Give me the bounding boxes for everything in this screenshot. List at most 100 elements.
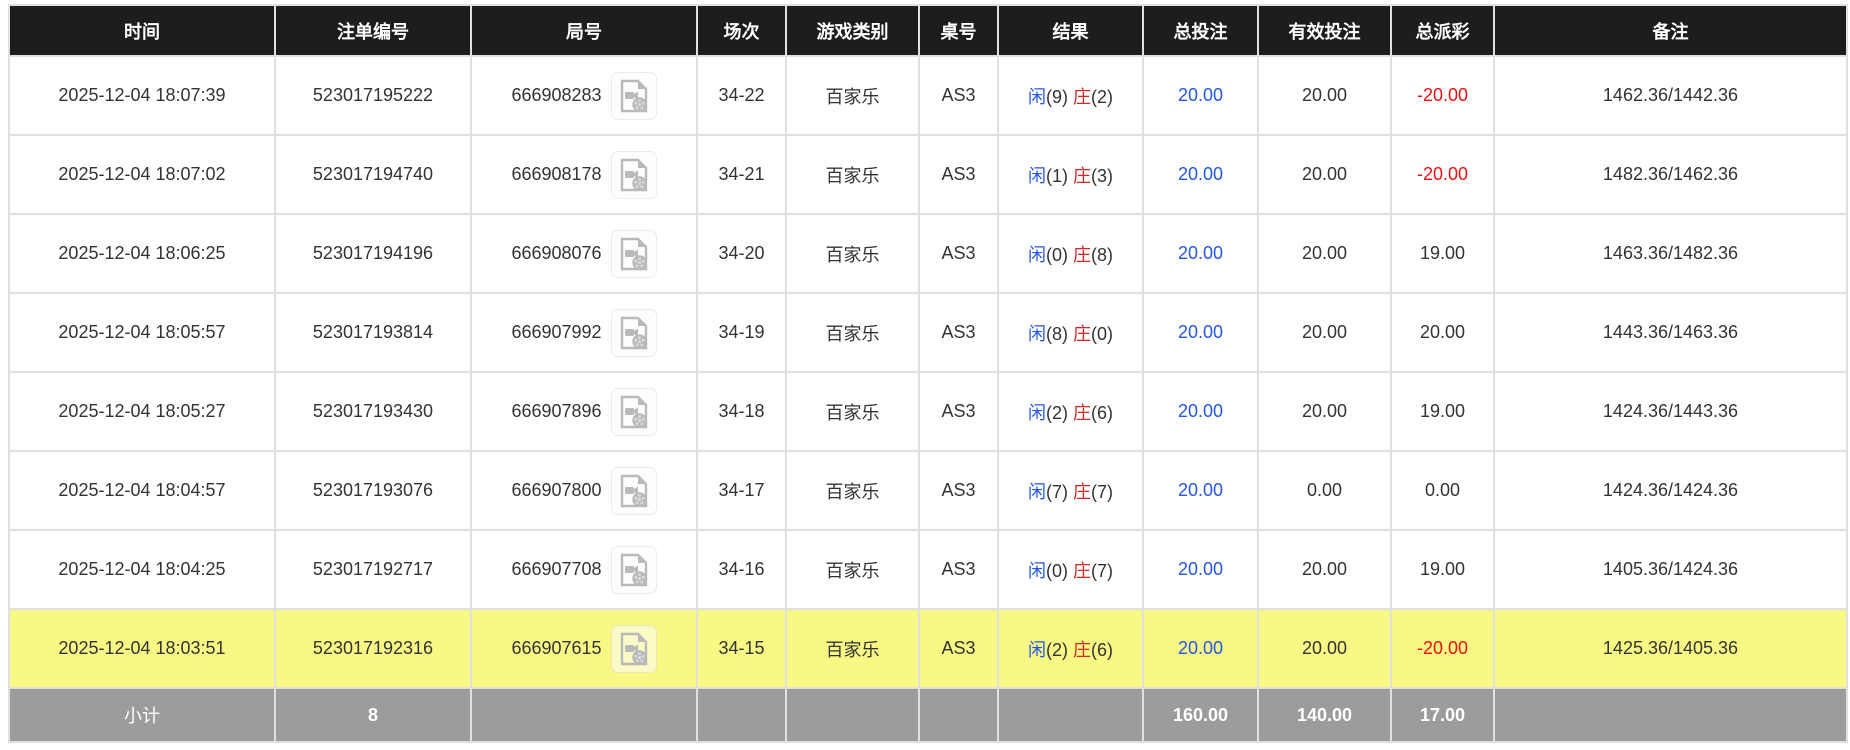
video-file-icon [620, 395, 647, 428]
valid-bet-cell: 20.00 [1257, 292, 1392, 373]
result-banker-value: (7) [1091, 481, 1113, 502]
subtotal-total-payout: 17.00 [1390, 687, 1495, 743]
result-cell: 闲(0) 庄(8) [997, 213, 1144, 294]
valid-bet-cell: 20.00 [1257, 608, 1392, 689]
session-cell: 34-22 [696, 55, 787, 136]
video-replay-button[interactable] [610, 71, 657, 120]
time-cell: 2025-12-04 18:05:27 [8, 371, 276, 452]
total-bet-cell: 20.00 [1142, 608, 1259, 689]
result-banker-value: (3) [1091, 165, 1113, 186]
video-file-icon [620, 237, 647, 270]
round-id-value: 666907615 [511, 638, 602, 658]
bet-id-cell: 523017194740 [274, 134, 472, 215]
game-type-cell: 百家乐 [785, 213, 920, 294]
table-no-cell: AS3 [918, 450, 999, 531]
result-player-value: (2) [1046, 639, 1073, 660]
time-cell: 2025-12-04 18:05:57 [8, 292, 276, 373]
remark-cell: 1463.36/1482.36 [1493, 213, 1848, 294]
time-cell: 2025-12-04 18:04:57 [8, 450, 276, 531]
column-header-round_id: 局号 [470, 4, 698, 57]
total-payout-cell: 0.00 [1390, 450, 1495, 531]
result-player-label: 闲 [1028, 560, 1046, 581]
subtotal-empty-tableno [918, 687, 999, 743]
total-payout-cell: 19.00 [1390, 213, 1495, 294]
video-file-icon [620, 474, 647, 507]
round-id-cell: 666907896 [470, 371, 698, 452]
total-bet-cell: 20.00 [1142, 134, 1259, 215]
bet-id-cell: 523017193076 [274, 450, 472, 531]
round-id-content: 666907708 [476, 545, 692, 594]
column-header-total_payout: 总派彩 [1390, 4, 1495, 57]
time-cell: 2025-12-04 18:07:02 [8, 134, 276, 215]
result-player-value: (0) [1046, 560, 1073, 581]
video-replay-button[interactable] [610, 229, 657, 278]
table-header-row: 时间 注单编号 局号 场次 游戏类别 桌号 结果 总投注 有效投注 总派彩 备注 [8, 4, 1848, 57]
result-banker-label: 庄 [1073, 639, 1091, 660]
valid-bet-cell: 20.00 [1257, 371, 1392, 452]
result-banker-value: (0) [1091, 323, 1113, 344]
round-id-value: 666907800 [511, 480, 602, 500]
video-file-icon [620, 316, 647, 349]
session-cell: 34-20 [696, 213, 787, 294]
subtotal-label: 小计 [8, 687, 276, 743]
session-cell: 34-16 [696, 529, 787, 610]
column-header-session: 场次 [696, 4, 787, 57]
game-type-cell: 百家乐 [785, 450, 920, 531]
game-type-cell: 百家乐 [785, 55, 920, 136]
remark-cell: 1462.36/1442.36 [1493, 55, 1848, 136]
round-id-content: 666908283 [476, 71, 692, 120]
total-bet-cell: 20.00 [1142, 292, 1259, 373]
result-player-label: 闲 [1028, 165, 1046, 186]
table-no-cell: AS3 [918, 213, 999, 294]
game-type-cell: 百家乐 [785, 608, 920, 689]
video-replay-button[interactable] [610, 545, 657, 594]
round-id-content: 666908076 [476, 229, 692, 278]
result-player-label: 闲 [1028, 402, 1046, 423]
total-bet-cell: 20.00 [1142, 371, 1259, 452]
result-banker-label: 庄 [1073, 481, 1091, 502]
column-header-result: 结果 [997, 4, 1144, 57]
remark-cell: 1424.36/1424.36 [1493, 450, 1848, 531]
time-cell: 2025-12-04 18:07:39 [8, 55, 276, 136]
result-banker-label: 庄 [1073, 165, 1091, 186]
video-replay-button[interactable] [610, 466, 657, 515]
time-cell: 2025-12-04 18:06:25 [8, 213, 276, 294]
table-no-cell: AS3 [918, 55, 999, 136]
game-type-cell: 百家乐 [785, 529, 920, 610]
bet-records-table: 时间 注单编号 局号 场次 游戏类别 桌号 结果 总投注 有效投注 总派彩 备注 2025-12-0… [8, 4, 1848, 743]
bet-id-cell: 523017193814 [274, 292, 472, 373]
subtotal-count: 8 [274, 687, 472, 743]
result-player-label: 闲 [1028, 86, 1046, 107]
column-header-valid_bet: 有效投注 [1257, 4, 1392, 57]
session-cell: 34-18 [696, 371, 787, 452]
result-cell: 闲(1) 庄(3) [997, 134, 1144, 215]
result-banker-value: (2) [1091, 86, 1113, 107]
round-id-value: 666907896 [511, 401, 602, 421]
session-cell: 34-21 [696, 134, 787, 215]
result-player-value: (7) [1046, 481, 1073, 502]
video-replay-button[interactable] [610, 308, 657, 357]
remark-cell: 1443.36/1463.36 [1493, 292, 1848, 373]
video-replay-button[interactable] [610, 150, 657, 199]
subtotal-empty-result [997, 687, 1144, 743]
video-replay-button[interactable] [610, 624, 657, 673]
table-row: 2025-12-04 18:04:25 523017192717 666907708… [8, 529, 1848, 610]
round-id-cell: 666907800 [470, 450, 698, 531]
result-banker-label: 庄 [1073, 244, 1091, 265]
result-player-label: 闲 [1028, 481, 1046, 502]
round-id-value: 666908283 [511, 85, 602, 105]
video-file-icon [620, 553, 647, 586]
bet-id-cell: 523017192316 [274, 608, 472, 689]
video-replay-button[interactable] [610, 387, 657, 436]
table-row: 2025-12-04 18:07:39 523017195222 666908283… [8, 55, 1848, 136]
total-payout-cell: 19.00 [1390, 529, 1495, 610]
time-cell: 2025-12-04 18:03:51 [8, 608, 276, 689]
round-id-cell: 666907992 [470, 292, 698, 373]
column-header-game_type: 游戏类别 [785, 4, 920, 57]
result-banker-label: 庄 [1073, 402, 1091, 423]
table-row: 2025-12-04 18:06:25 523017194196 666908076… [8, 213, 1848, 294]
result-banker-label: 庄 [1073, 560, 1091, 581]
session-cell: 34-15 [696, 608, 787, 689]
result-cell: 闲(2) 庄(6) [997, 608, 1144, 689]
game-type-cell: 百家乐 [785, 292, 920, 373]
